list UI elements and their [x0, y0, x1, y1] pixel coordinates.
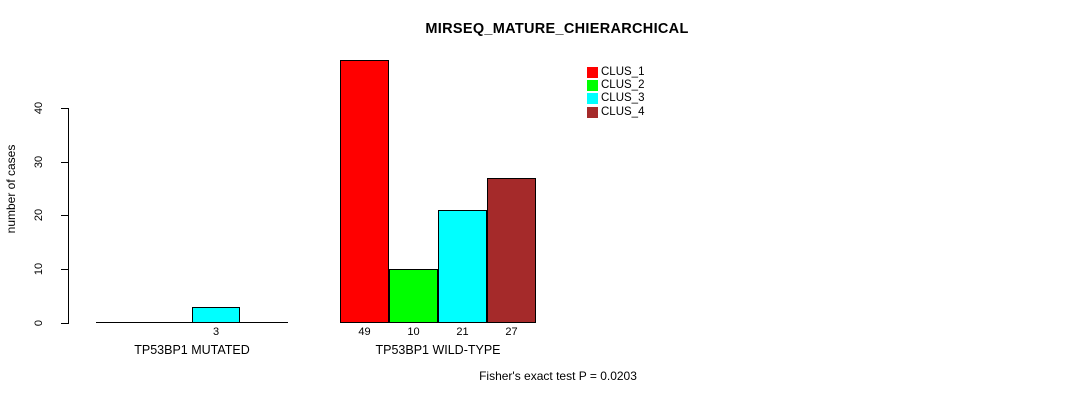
- bar-clus-4-tp53bp1-wild-type: [487, 178, 536, 323]
- y-tick-mark: [61, 268, 68, 270]
- legend-swatch-clus-4: [587, 106, 598, 118]
- y-tick-label: 20: [33, 209, 45, 222]
- legend-label-clus-2: CLUS_2: [601, 78, 645, 91]
- legend-swatch-clus-2: [587, 79, 598, 91]
- bar-value-label: 49: [358, 326, 371, 338]
- legend-label-clus-3: CLUS_3: [601, 92, 645, 105]
- y-axis-line: [68, 108, 69, 324]
- y-tick-mark: [61, 215, 68, 217]
- bar-clus-2-tp53bp1-wild-type: [389, 269, 438, 323]
- y-tick-label: 0: [33, 319, 45, 326]
- bar-clus-3-tp53bp1-mutated: [192, 307, 240, 323]
- y-tick-mark: [61, 322, 68, 324]
- y-tick-label: 30: [33, 155, 45, 168]
- bar-value-label: 21: [456, 326, 469, 338]
- bar-value-label: 27: [505, 326, 518, 338]
- bar-clus-3-tp53bp1-wild-type: [438, 210, 487, 323]
- bar-value-label: 3: [212, 326, 220, 338]
- y-tick-mark: [61, 161, 68, 163]
- bar-value-label: 10: [407, 326, 420, 338]
- y-axis-label: number of cases: [4, 144, 18, 234]
- x-group-label-tp53bp1-wild-type: TP53BP1 WILD-TYPE: [375, 343, 501, 357]
- y-tick-label: 40: [33, 101, 45, 115]
- bar-clus-1-tp53bp1-wild-type: [340, 60, 389, 323]
- legend-label-clus-4: CLUS_4: [601, 105, 645, 118]
- chart-title: MIRSEQ_MATURE_CHIERARCHICAL: [425, 21, 689, 37]
- legend-label-clus-1: CLUS_1: [601, 65, 645, 78]
- y-tick-label: 10: [33, 262, 45, 275]
- fisher-test-annotation: Fisher's exact test P = 0.0203: [479, 369, 637, 383]
- legend-swatch-clus-3: [587, 93, 598, 105]
- legend-swatch-clus-1: [587, 66, 598, 78]
- x-group-label-tp53bp1-mutated: TP53BP1 MUTATED: [134, 343, 250, 357]
- y-tick-mark: [61, 108, 68, 109]
